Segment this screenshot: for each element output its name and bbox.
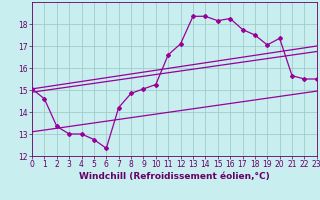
X-axis label: Windchill (Refroidissement éolien,°C): Windchill (Refroidissement éolien,°C) [79, 172, 270, 181]
